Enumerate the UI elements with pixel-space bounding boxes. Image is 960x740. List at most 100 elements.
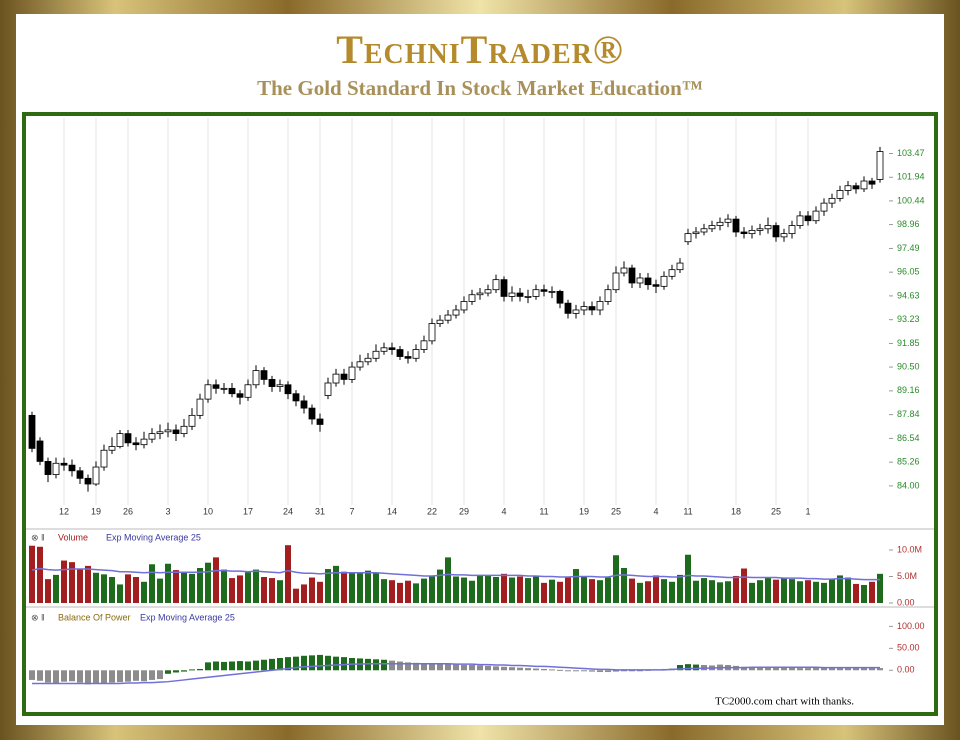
bar: [821, 667, 827, 671]
bar: [373, 659, 379, 671]
candle-body: [52, 462, 60, 475]
bar: [733, 575, 739, 603]
bar: [45, 579, 51, 603]
bar: [653, 575, 659, 603]
candle-body: [828, 197, 836, 204]
bar: [861, 668, 867, 671]
candle-body: [484, 289, 492, 294]
candle-body: [148, 433, 156, 440]
candle-body: [668, 269, 676, 277]
bar: [757, 667, 763, 671]
bar: [581, 670, 587, 672]
candle-body: [28, 414, 36, 449]
bar: [469, 665, 475, 671]
y-tick-label: 94.63: [897, 290, 920, 300]
bar: [117, 670, 123, 683]
bar: [461, 665, 467, 671]
bar: [549, 669, 555, 671]
bar: [381, 659, 387, 671]
bar: [261, 659, 267, 671]
candle-body: [228, 387, 236, 395]
bar: [853, 583, 859, 603]
bar: [845, 577, 851, 603]
bar: [37, 670, 43, 681]
candle-body: [452, 309, 460, 316]
candle-body: [604, 289, 612, 302]
y-tick-label: 98.96: [897, 219, 920, 229]
bar: [773, 667, 779, 671]
candle-body: [124, 433, 132, 444]
bar: [69, 670, 75, 682]
brand-title: TechniTrader®: [336, 27, 624, 72]
bar: [117, 584, 123, 603]
bar: [493, 666, 499, 671]
bar: [445, 664, 451, 671]
x-tick-label: 3: [165, 506, 170, 516]
candle-body: [364, 357, 372, 363]
candle-body: [68, 464, 76, 472]
bar: [325, 569, 331, 603]
bar: [829, 578, 835, 603]
x-tick-label: 10: [203, 506, 213, 516]
bar: [109, 670, 115, 683]
bar: [765, 577, 771, 603]
bar: [693, 664, 699, 671]
candle-body: [212, 384, 220, 389]
y-tick-label: 93.23: [897, 314, 920, 324]
legend-entry: Exp Moving Average 25: [106, 532, 201, 542]
bar: [29, 670, 35, 680]
bar: [317, 581, 323, 603]
candle-body: [188, 414, 196, 427]
bar: [341, 571, 347, 603]
candle-body: [796, 215, 804, 226]
bar: [485, 575, 491, 603]
panel-icon: ⊗ ‖: [31, 532, 45, 542]
bar: [397, 582, 403, 603]
bar: [165, 670, 171, 674]
bar: [637, 670, 643, 672]
x-tick-label: 19: [579, 506, 589, 516]
bar: [525, 668, 531, 671]
bar: [421, 578, 427, 603]
x-tick-label: 24: [283, 506, 293, 516]
bar: [437, 664, 443, 671]
candle-body: [804, 215, 812, 222]
candle-body: [140, 438, 148, 446]
x-tick-label: 14: [387, 506, 397, 516]
candle-body: [156, 431, 164, 435]
bar: [589, 579, 595, 603]
bar: [397, 661, 403, 671]
bar: [157, 578, 163, 603]
bar: [245, 661, 251, 671]
candle-body: [396, 349, 404, 357]
candle-body: [660, 275, 668, 287]
candle-body: [92, 466, 100, 485]
bar: [877, 573, 883, 603]
bar: [461, 577, 467, 603]
candle-body: [196, 398, 204, 416]
x-tick-label: 11: [683, 506, 692, 516]
bar: [869, 581, 875, 603]
bar: [453, 664, 459, 671]
bar: [93, 670, 99, 684]
bar: [725, 581, 731, 603]
candle-body: [636, 277, 644, 284]
bar: [533, 575, 539, 603]
x-tick-label: 18: [731, 506, 741, 516]
candle-body: [260, 370, 268, 380]
candle-body: [716, 221, 724, 226]
bar: [389, 580, 395, 603]
y-tick-label: 91.85: [897, 338, 920, 348]
bar: [109, 577, 115, 603]
panel-icon: ⊗ ‖: [31, 612, 45, 622]
candle-body: [700, 228, 708, 233]
bar: [877, 668, 883, 671]
candle-body: [596, 301, 604, 311]
bar: [749, 667, 755, 671]
x-tick-label: 17: [243, 506, 253, 516]
bar: [85, 670, 91, 685]
candle-body: [644, 277, 652, 286]
bar: [773, 579, 779, 603]
bar: [253, 569, 259, 603]
candle-body: [284, 384, 292, 395]
